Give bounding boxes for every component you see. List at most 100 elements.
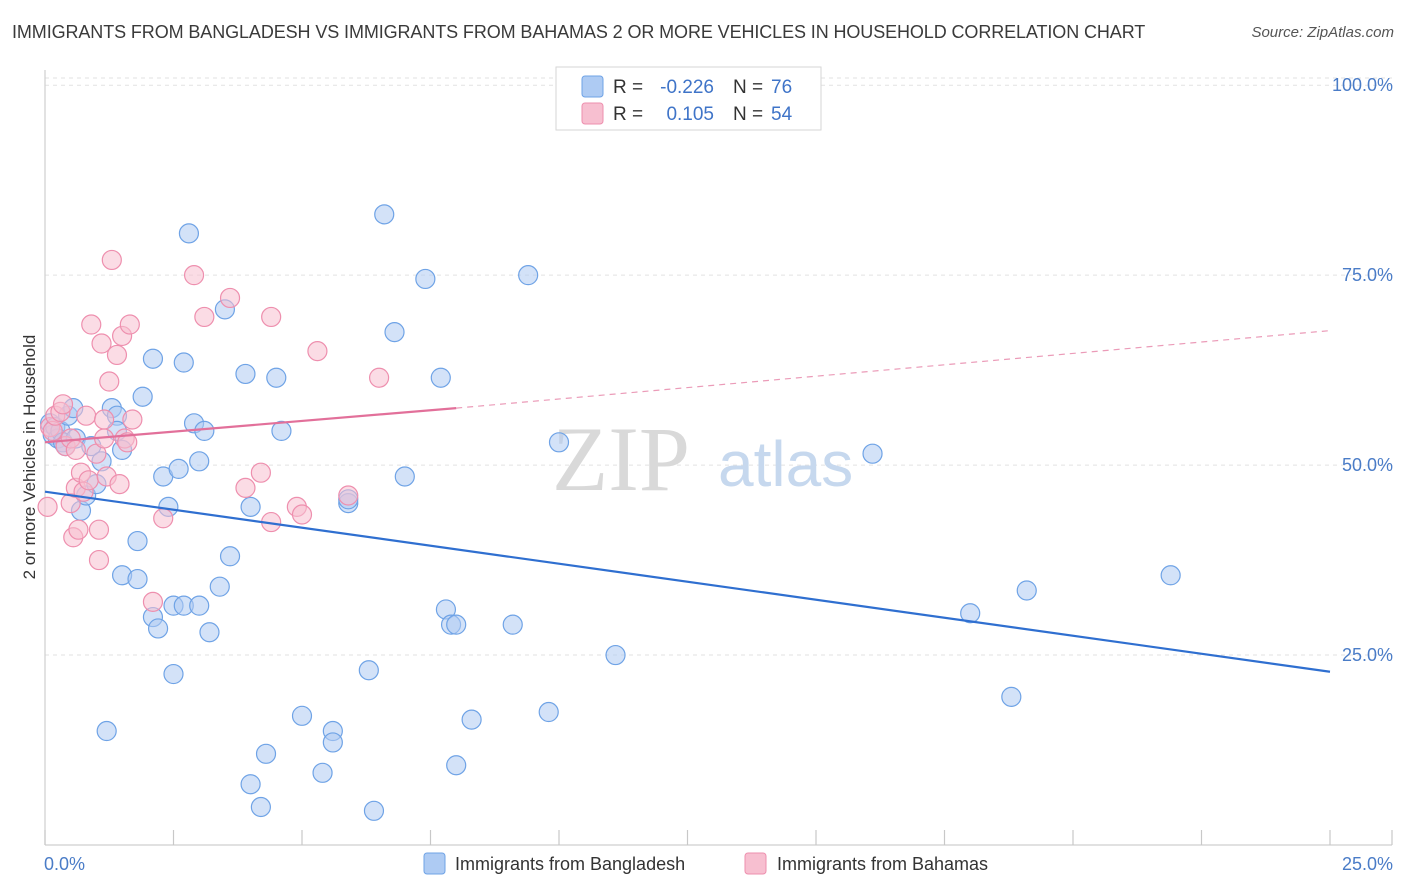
legend-r-label-1: R = xyxy=(613,77,643,98)
point-bahamas xyxy=(261,306,282,328)
point-bangladesh xyxy=(173,352,194,373)
legend-swatch-bahamas xyxy=(581,102,604,125)
point-bangladesh xyxy=(446,755,467,776)
legend-n-value-2: 54 xyxy=(771,104,793,125)
point-bahamas xyxy=(369,367,390,388)
point-bahamas xyxy=(122,409,143,430)
point-bangladesh xyxy=(312,762,333,783)
point-bangladesh xyxy=(960,603,981,624)
point-bahamas xyxy=(81,314,102,335)
point-bahamas xyxy=(68,519,89,540)
point-bangladesh xyxy=(240,774,261,795)
point-bahamas xyxy=(338,485,359,506)
point-bangladesh xyxy=(862,443,883,464)
point-bahamas xyxy=(153,508,174,529)
point-bangladesh xyxy=(240,496,261,517)
point-bahamas xyxy=(235,477,256,498)
x-tick-label-min: 0.0% xyxy=(44,854,85,874)
point-bahamas xyxy=(37,496,58,517)
point-bangladesh xyxy=(163,663,184,685)
point-bangladesh xyxy=(358,660,379,681)
point-bangladesh xyxy=(266,367,287,388)
point-bangladesh xyxy=(1160,565,1181,586)
point-bahamas xyxy=(291,504,313,525)
point-bangladesh xyxy=(189,451,210,472)
point-bahamas xyxy=(109,473,130,495)
point-bangladesh xyxy=(194,420,215,442)
point-bangladesh xyxy=(384,322,405,343)
watermark-zip: ZIP xyxy=(552,408,690,510)
point-bangladesh xyxy=(96,720,117,742)
chart-title: IMMIGRANTS FROM BANGLADESH VS IMMIGRANTS… xyxy=(12,22,1146,42)
y-axis-label: 2 or more Vehicles in Household xyxy=(20,335,39,580)
watermark: ZIP atlas xyxy=(552,408,853,510)
point-bahamas xyxy=(78,470,99,491)
point-bahamas xyxy=(88,519,110,540)
axes xyxy=(44,70,1392,846)
x-ticks xyxy=(44,830,1393,845)
point-bangladesh xyxy=(235,363,256,385)
series-bahamas xyxy=(37,249,390,612)
y-tick-label: 100.0% xyxy=(1332,75,1393,95)
point-bangladesh xyxy=(189,595,210,616)
point-bahamas xyxy=(91,333,112,354)
trend-lines xyxy=(44,330,1331,673)
point-bangladesh xyxy=(127,530,148,552)
y-tick-label: 75.0% xyxy=(1342,265,1393,285)
watermark-atlas: atlas xyxy=(718,428,853,500)
point-bahamas xyxy=(307,341,328,362)
point-bahamas xyxy=(101,249,122,271)
point-bahamas xyxy=(76,405,97,426)
y-tick-labels: 25.0% 50.0% 75.0% 100.0% xyxy=(1332,75,1393,665)
x-tick-label-max: 25.0% xyxy=(1342,854,1393,874)
point-bangladesh xyxy=(168,458,189,479)
point-bahamas xyxy=(117,432,138,453)
point-bangladesh xyxy=(255,743,277,764)
series-legend: Immigrants from Bangladesh Immigrants fr… xyxy=(423,852,988,875)
point-bangladesh xyxy=(250,796,271,818)
point-bangladesh xyxy=(374,204,395,225)
point-bahamas xyxy=(52,394,74,415)
point-bangladesh xyxy=(538,701,559,723)
point-bahamas xyxy=(106,344,128,366)
series-legend-label-bahamas: Immigrants from Bahamas xyxy=(777,854,988,874)
trend-line-bangladesh xyxy=(44,490,1331,673)
point-bangladesh xyxy=(291,705,313,726)
point-bahamas xyxy=(183,265,205,286)
y-tick-label: 25.0% xyxy=(1342,645,1393,665)
point-bahamas xyxy=(99,371,120,392)
point-bangladesh xyxy=(605,644,626,666)
legend-n-label-2: N = xyxy=(733,104,763,125)
point-bangladesh xyxy=(178,223,200,244)
point-bangladesh xyxy=(127,568,148,590)
legend-r-value-2: 0.105 xyxy=(666,104,714,125)
trend-line-bahamas-solid xyxy=(44,407,457,444)
point-bangladesh xyxy=(415,268,436,290)
point-bahamas xyxy=(88,549,110,571)
legend-n-value-1: 76 xyxy=(771,77,792,98)
source-credit: Source: ZipAtlas.com xyxy=(1251,24,1394,41)
point-bangladesh xyxy=(394,466,415,487)
point-bangladesh xyxy=(199,622,220,643)
point-bangladesh xyxy=(1001,686,1022,707)
point-bahamas xyxy=(65,439,86,461)
point-bangladesh xyxy=(548,432,570,453)
series-legend-label-bangladesh: Immigrants from Bangladesh xyxy=(455,854,685,874)
point-bangladesh xyxy=(363,800,385,821)
series-bangladesh xyxy=(40,204,1181,821)
legend-r-label-2: R = xyxy=(613,104,643,125)
point-bahamas xyxy=(94,409,115,430)
series-legend-swatch-bahamas xyxy=(744,852,767,875)
y-tick-label: 50.0% xyxy=(1342,455,1393,475)
point-bangladesh xyxy=(461,709,482,730)
point-bangladesh xyxy=(1016,580,1037,601)
point-bahamas xyxy=(219,287,241,309)
point-bangladesh xyxy=(132,386,153,407)
point-bangladesh xyxy=(446,614,467,635)
point-bahamas xyxy=(142,591,164,612)
point-bangladesh xyxy=(322,732,343,753)
point-bangladesh xyxy=(502,614,523,635)
legend-n-label-1: N = xyxy=(733,77,763,98)
point-bangladesh xyxy=(430,367,451,388)
